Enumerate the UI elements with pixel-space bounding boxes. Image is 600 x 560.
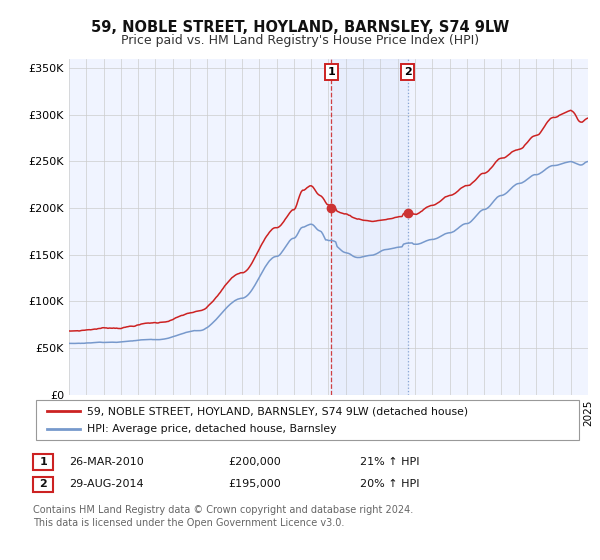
Text: £195,000: £195,000 <box>228 479 281 489</box>
Text: HPI: Average price, detached house, Barnsley: HPI: Average price, detached house, Barn… <box>87 423 337 433</box>
Text: £200,000: £200,000 <box>228 457 281 467</box>
Text: 1: 1 <box>328 67 335 77</box>
Text: 2: 2 <box>404 67 412 77</box>
Text: 20% ↑ HPI: 20% ↑ HPI <box>360 479 419 489</box>
Text: Price paid vs. HM Land Registry's House Price Index (HPI): Price paid vs. HM Land Registry's House … <box>121 34 479 46</box>
Bar <box>331 59 408 395</box>
Text: Contains HM Land Registry data © Crown copyright and database right 2024.
This d: Contains HM Land Registry data © Crown c… <box>33 505 413 528</box>
Text: 21% ↑ HPI: 21% ↑ HPI <box>360 457 419 467</box>
Text: 59, NOBLE STREET, HOYLAND, BARNSLEY, S74 9LW: 59, NOBLE STREET, HOYLAND, BARNSLEY, S74… <box>91 20 509 35</box>
Text: 29-AUG-2014: 29-AUG-2014 <box>69 479 143 489</box>
Text: 59, NOBLE STREET, HOYLAND, BARNSLEY, S74 9LW (detached house): 59, NOBLE STREET, HOYLAND, BARNSLEY, S74… <box>87 407 468 417</box>
Text: 26-MAR-2010: 26-MAR-2010 <box>69 457 144 467</box>
Text: 1: 1 <box>40 457 47 467</box>
Text: 2: 2 <box>40 479 47 489</box>
